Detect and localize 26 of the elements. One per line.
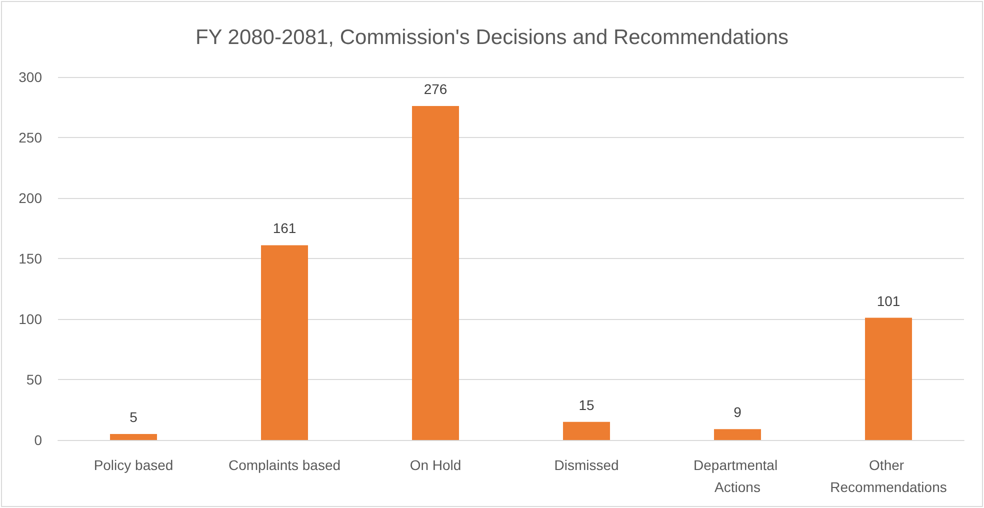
y-tick-label: 100: [18, 311, 42, 327]
data-label: 101: [876, 292, 900, 309]
x-tick-label: Departmental Actions: [694, 457, 782, 495]
x-tick-label: Other Recommendations: [830, 457, 947, 495]
bar: [865, 318, 912, 440]
y-tick-label: 150: [18, 250, 42, 266]
data-label: 5: [130, 408, 138, 425]
data-label: 276: [424, 81, 448, 98]
data-label: 15: [578, 396, 594, 413]
bar: [110, 434, 157, 440]
y-tick-label: 300: [18, 69, 42, 85]
x-tick-label: Policy based: [94, 457, 174, 473]
bar: [714, 429, 761, 440]
x-tick-label: Complaints based: [228, 457, 341, 473]
chart-title: FY 2080-2081, Commission's Decisions and Recommendations: [195, 26, 789, 49]
y-tick-label: 0: [34, 432, 42, 448]
bar: [261, 245, 308, 440]
y-tick-label: 200: [18, 190, 42, 206]
x-tick-label: On Hold: [410, 457, 462, 473]
data-label: 9: [734, 404, 742, 420]
x-tick-label: Dismissed: [554, 457, 619, 473]
data-label: 161: [272, 220, 296, 236]
y-tick-label: 250: [18, 130, 42, 146]
bar: [563, 422, 610, 440]
y-tick-label: 50: [26, 372, 42, 388]
bar: [412, 106, 459, 440]
